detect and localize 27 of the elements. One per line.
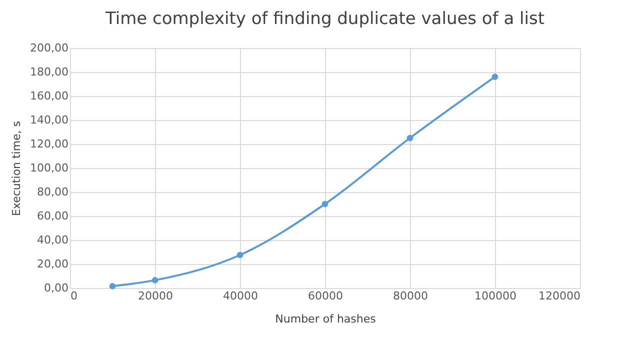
y-tick-label: 160,00 — [30, 90, 68, 102]
y-tick-label: 0,00 — [44, 282, 68, 294]
y-tick-label: 40,00 — [37, 234, 68, 246]
x-tick-label: 60000 — [308, 290, 343, 302]
chart-title: Time complexity of finding duplicate values of a list — [104, 9, 545, 29]
x-tick-label: 40000 — [223, 290, 258, 302]
y-tick-label: 60,00 — [37, 210, 68, 222]
y-axis-title: Execution time, s — [10, 120, 24, 216]
x-tick-label: 20000 — [138, 290, 173, 302]
x-tick-label: 80000 — [393, 290, 428, 302]
point — [109, 283, 116, 290]
x-axis-title: Number of hashes — [275, 312, 376, 326]
x-tick-label: 0 — [70, 290, 78, 302]
point — [236, 252, 244, 258]
point — [322, 200, 328, 208]
y-tick-label: 140,00 — [30, 114, 68, 126]
point — [406, 134, 414, 142]
y-tick-label: 180,00 — [30, 66, 68, 78]
y-tick-label: 200,00 — [30, 42, 68, 54]
y-tick-label: 100,00 — [30, 162, 68, 174]
point — [152, 277, 158, 284]
x-tick-label: 100000 — [474, 290, 516, 302]
y-tick-label: 120,00 — [30, 138, 68, 150]
point — [492, 74, 498, 80]
y-tick-label: 80,00 — [37, 186, 68, 198]
y-tick-label: 20,00 — [37, 258, 68, 270]
x-tick-label: 120000 — [538, 290, 580, 302]
